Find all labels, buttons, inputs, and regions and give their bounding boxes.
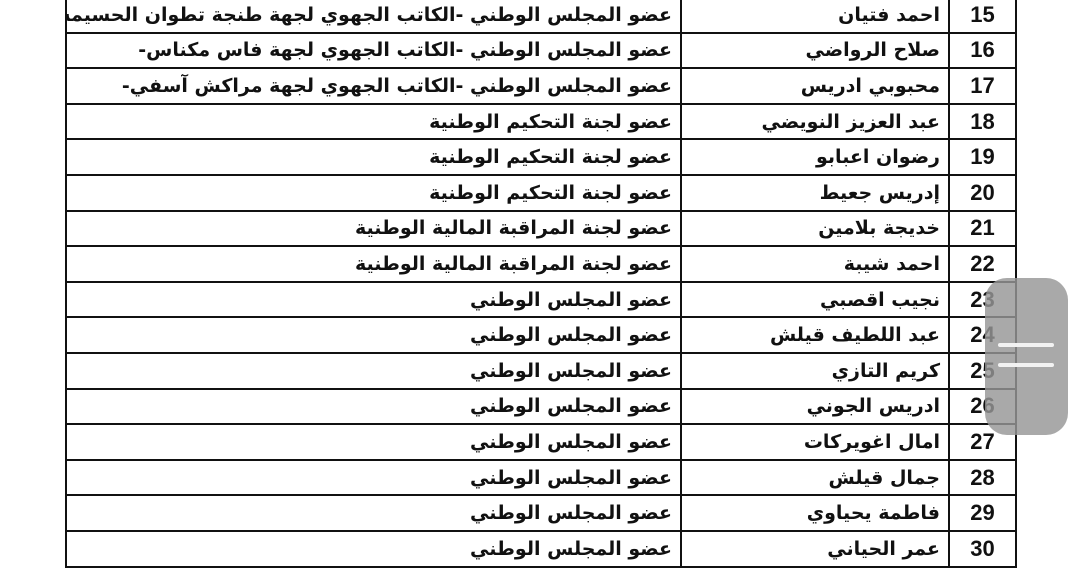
num-cell: 21 <box>948 209 1017 248</box>
name-cell: خديجة بلامين <box>680 209 950 248</box>
role-cell: عضو المجلس الوطني <box>65 280 682 319</box>
role-cell: عضو المجلس الوطني -الكاتب الجهوي لجهة مر… <box>65 67 682 105</box>
name-cell: عبد العزيز النويضي <box>680 102 950 141</box>
num-cell: 20 <box>948 173 1017 212</box>
name-cell: عمر الحياني <box>680 529 950 568</box>
name-cell: امال اغويركات <box>680 423 950 461</box>
role-cell: عضو المجلس الوطني -الكاتب الجهوي لجهة فا… <box>65 31 682 70</box>
name-cell: إدريس جعيط <box>680 173 950 212</box>
table-row: عضو المجلس الوطني فاطمة يحياوي 29 <box>65 494 1017 532</box>
num-cell: 29 <box>948 494 1017 532</box>
name-cell: محبوبي ادريس <box>680 67 950 105</box>
num-cell: 22 <box>948 245 1017 283</box>
members-table: عضو المجلس الوطني -الكاتب الجهوي لجهة طن… <box>65 0 1017 568</box>
role-cell: عضو المجلس الوطني <box>65 494 682 532</box>
role-cell: عضو لجنة المراقبة المالية الوطنية <box>65 209 682 248</box>
table-row: عضو المجلس الوطني عبد اللطيف قيلش 24 <box>65 316 1017 354</box>
table-row: عضو لجنة التحكيم الوطنية إدريس جعيط 20 <box>65 173 1017 212</box>
role-cell: عضو لجنة التحكيم الوطنية <box>65 173 682 212</box>
name-cell: جمال قيلش <box>680 458 950 497</box>
name-cell: رضوان اعبابو <box>680 138 950 176</box>
table-row: عضو لجنة المراقبة المالية الوطنية خديجة ب… <box>65 209 1017 248</box>
name-cell: فاطمة يحياوي <box>680 494 950 532</box>
handle-line <box>998 363 1054 367</box>
table-row: عضو المجلس الوطني ادريس الجوني 26 <box>65 387 1017 426</box>
table-row: عضو المجلس الوطني -الكاتب الجهوي لجهة فا… <box>65 31 1017 70</box>
role-cell: عضو لجنة التحكيم الوطنية <box>65 102 682 141</box>
table-row: عضو المجلس الوطني نجيب اقصبي 23 <box>65 280 1017 319</box>
role-cell: عضو المجلس الوطني <box>65 458 682 497</box>
name-cell: صلاح الرواضي <box>680 31 950 70</box>
table-row: عضو المجلس الوطني امال اغويركات 27 <box>65 423 1017 461</box>
table-row: عضو المجلس الوطني -الكاتب الجهوي لجهة طن… <box>65 0 1017 34</box>
name-cell: عبد اللطيف قيلش <box>680 316 950 354</box>
table-row: عضو المجلس الوطني كريم التازي 25 <box>65 351 1017 390</box>
num-cell: 28 <box>948 458 1017 497</box>
table-row: عضو لجنة التحكيم الوطنية عبد العزيز النوي… <box>65 102 1017 141</box>
name-cell: نجيب اقصبي <box>680 280 950 319</box>
name-cell: ادريس الجوني <box>680 387 950 426</box>
table-row: عضو المجلس الوطني عمر الحياني 30 <box>65 529 1017 568</box>
num-cell: 15 <box>948 0 1017 34</box>
name-cell: كريم التازي <box>680 351 950 390</box>
table-row: عضو المجلس الوطني -الكاتب الجهوي لجهة مر… <box>65 67 1017 105</box>
role-cell: عضو لجنة التحكيم الوطنية <box>65 138 682 176</box>
scroll-handle[interactable] <box>985 278 1068 435</box>
role-cell: عضو المجلس الوطني <box>65 351 682 390</box>
num-cell: 18 <box>948 102 1017 141</box>
table-row: عضو لجنة المراقبة المالية الوطنية احمد شي… <box>65 245 1017 283</box>
num-cell: 19 <box>948 138 1017 176</box>
num-cell: 16 <box>948 31 1017 70</box>
name-cell: احمد شيبة <box>680 245 950 283</box>
role-cell: عضو المجلس الوطني <box>65 529 682 568</box>
role-cell: عضو المجلس الوطني <box>65 387 682 426</box>
table-row: عضو المجلس الوطني جمال قيلش 28 <box>65 458 1017 497</box>
role-cell: عضو المجلس الوطني <box>65 316 682 354</box>
role-cell: عضو لجنة المراقبة المالية الوطنية <box>65 245 682 283</box>
handle-line <box>998 343 1054 347</box>
role-cell: عضو المجلس الوطني <box>65 423 682 461</box>
role-cell: عضو المجلس الوطني -الكاتب الجهوي لجهة طن… <box>65 0 682 34</box>
table-row: عضو لجنة التحكيم الوطنية رضوان اعبابو 19 <box>65 138 1017 176</box>
num-cell: 30 <box>948 529 1017 568</box>
num-cell: 17 <box>948 67 1017 105</box>
name-cell: احمد فتيان <box>680 0 950 34</box>
